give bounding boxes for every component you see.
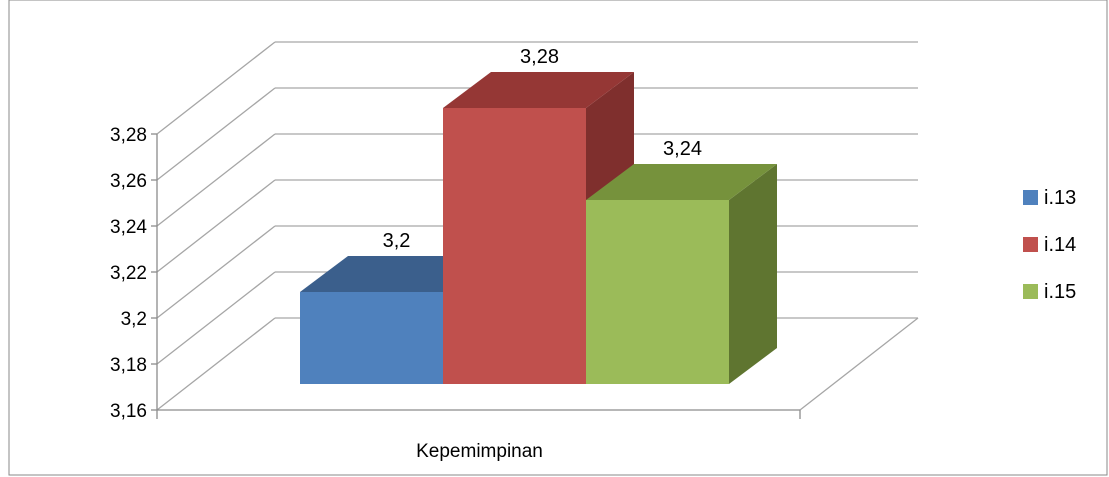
legend: i.13 i.14 i.15 <box>1023 187 1076 303</box>
legend-swatch <box>1023 237 1038 252</box>
data-label: 3,2 <box>383 230 411 252</box>
data-label: 3,28 <box>520 46 559 68</box>
bar-side <box>729 164 777 384</box>
legend-swatch <box>1023 190 1038 205</box>
gridline-side <box>156 41 276 135</box>
gridline-side <box>156 133 276 227</box>
bars <box>300 72 777 384</box>
bar <box>300 292 443 384</box>
floor-edge <box>799 317 919 411</box>
axes: 3,16 3,18 3,2 3,22 3,24 3,26 3,28 Kepemimpinan <box>110 125 919 462</box>
bar <box>586 200 729 384</box>
data-labels: 3,2 3,28 3,24 <box>383 46 702 252</box>
y-tick-label: 3,16 <box>110 401 147 422</box>
gridline-side <box>156 179 276 273</box>
y-tick-label: 3,18 <box>110 355 147 376</box>
gridline-side <box>156 271 276 365</box>
bar <box>443 108 586 384</box>
bar-top <box>586 164 777 200</box>
gridline-side <box>156 317 276 411</box>
legend-label: i.15 <box>1044 281 1076 303</box>
y-tick-label: 3,26 <box>110 171 147 192</box>
y-tick-label: 3,24 <box>110 217 147 238</box>
gridline-side <box>156 87 276 181</box>
x-tick-label: Kepemimpinan <box>416 441 543 462</box>
y-tick-label: 3,2 <box>121 309 147 330</box>
legend-label: i.13 <box>1044 187 1076 209</box>
gridline-side <box>156 225 276 319</box>
bar-top <box>443 72 634 108</box>
data-label: 3,24 <box>663 138 702 160</box>
y-tick-label: 3,22 <box>110 263 147 284</box>
legend-label: i.14 <box>1044 234 1076 256</box>
legend-swatch <box>1023 284 1038 299</box>
y-tick-label: 3,28 <box>110 125 147 146</box>
